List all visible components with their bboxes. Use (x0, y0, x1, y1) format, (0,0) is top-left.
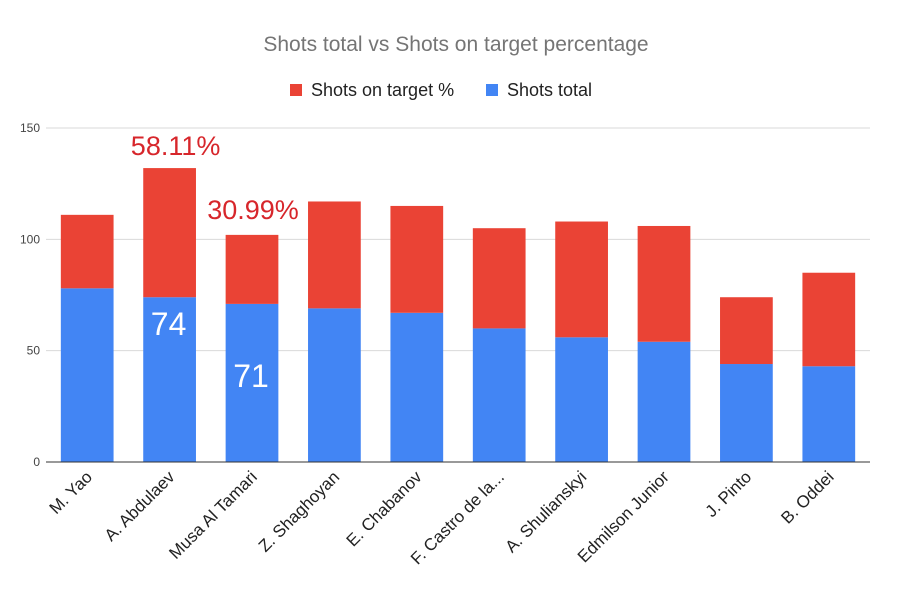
legend-label-shots-total: Shots total (507, 80, 592, 100)
y-tick-label: 0 (33, 455, 40, 469)
bar-shots-on-target-e-chabanov (390, 205, 444, 313)
annotation-shots-total-a-abdulaev: 74 (151, 306, 187, 342)
bar-shots-total-e-chabanov (390, 312, 444, 462)
x-tick-label-a-abdulaev: A. Abdulaev (101, 467, 179, 545)
bar-shots-on-target-f-castro-de-la (472, 228, 526, 329)
bar-shots-total-a-abdulaev (143, 297, 196, 462)
legend-swatch-shots-total (486, 84, 498, 96)
chart-title: Shots total vs Shots on target percentag… (263, 33, 648, 56)
bar-shots-on-target-a-abdulaev (143, 168, 196, 298)
annotation-shots-total-musa-al-tamari: 71 (233, 358, 269, 394)
bar-shots-on-target-b-oddei (802, 272, 856, 367)
bar-shots-total-musa-al-tamari (225, 303, 279, 462)
bar-shots-on-target-musa-al-tamari (225, 234, 279, 304)
y-tick-label: 50 (27, 344, 41, 358)
annotations: 58.11% 30.99% 74 71 (131, 131, 299, 394)
bar-shots-total-b-oddei (802, 366, 856, 462)
bar-shots-on-target-z-shaghoyan (308, 201, 361, 309)
bar-shots-total-m-yao (60, 288, 114, 462)
legend-label-shots-on-target: Shots on target % (311, 80, 454, 100)
x-tick-label-musa-al-tamari: Musa Al Tamari (165, 467, 260, 562)
bar-shots-total-z-shaghoyan (308, 308, 361, 462)
annotation-on-target-percent-a-abdulaev: 58.11% (131, 131, 221, 161)
bar-shots-total-edmilson-junior (637, 341, 691, 462)
bar-shots-on-target-j-pinto (720, 297, 773, 365)
bars (60, 168, 856, 462)
legend: Shots on target % Shots total (290, 80, 592, 100)
x-tick-label-j-pinto: J. Pinto (702, 467, 756, 521)
y-tick-label: 150 (20, 121, 40, 135)
y-axis-ticks: 0 50 100 150 (20, 121, 40, 469)
annotation-on-target-percent-musa-al-tamari: 30.99% (207, 195, 299, 225)
bar-shots-on-target-edmilson-junior (637, 225, 691, 342)
bar-shots-total-j-pinto (720, 364, 773, 462)
bar-shots-total-a-shulianskyi (555, 337, 608, 462)
x-tick-label-e-chabanov: E. Chabanov (343, 467, 426, 550)
y-tick-label: 100 (20, 232, 40, 246)
x-tick-label-b-oddei: B. Oddei (777, 467, 837, 527)
bar-shots-on-target-a-shulianskyi (555, 221, 608, 338)
bar-shots-total-f-castro-de-la (472, 328, 526, 462)
legend-swatch-shots-on-target (290, 84, 302, 96)
x-tick-label-z-shaghoyan: Z. Shaghoyan (255, 467, 343, 555)
x-tick-label-a-shulianskyi: A. Shulianskyi (501, 467, 590, 556)
bar-shots-on-target-m-yao (60, 214, 114, 289)
x-tick-label-m-yao: M. Yao (46, 467, 96, 517)
